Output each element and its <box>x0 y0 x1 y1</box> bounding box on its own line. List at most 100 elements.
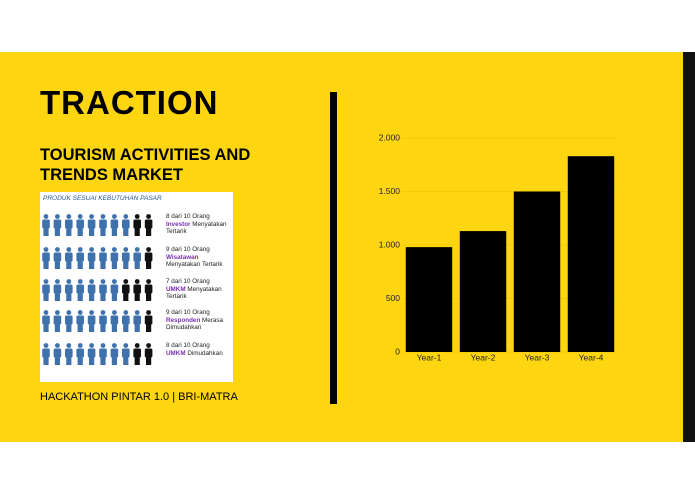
body <box>76 219 84 229</box>
head <box>134 279 140 284</box>
body <box>99 315 107 325</box>
legs <box>89 227 95 236</box>
head <box>123 310 129 315</box>
row-text: 8 dari 10 Orang UMKM Dimudahkan <box>166 342 232 357</box>
head <box>146 343 151 348</box>
head <box>100 343 106 348</box>
person-icon <box>87 247 96 269</box>
row-desc: Investor Menyatakan Tertarik <box>166 221 232 236</box>
head <box>77 214 83 219</box>
x-tick-label: Year-3 <box>525 352 550 362</box>
body <box>42 315 50 325</box>
person-icon <box>110 343 119 365</box>
head <box>43 310 49 315</box>
rest: Dimudahkan <box>187 349 223 357</box>
head <box>134 247 140 252</box>
head <box>100 247 106 252</box>
legs <box>100 356 106 365</box>
body <box>65 252 73 262</box>
count: 8 <box>166 342 170 349</box>
person-icon <box>110 247 119 269</box>
count: 9 <box>166 309 170 316</box>
legs <box>89 356 95 365</box>
legs <box>77 292 83 301</box>
total: 10 <box>183 213 191 220</box>
body <box>110 252 119 262</box>
y-tick-label: 0 <box>395 346 400 356</box>
person-icon <box>42 310 50 332</box>
body <box>133 348 141 358</box>
head <box>55 310 60 315</box>
legs <box>146 260 152 269</box>
subtitle: TRENDS MARKET <box>40 166 183 184</box>
person-icon <box>87 214 96 236</box>
y-tick-label: 500 <box>386 293 400 303</box>
rest: Menyatakan Tertarik <box>166 261 223 269</box>
person-icon <box>133 247 141 269</box>
person-icon <box>122 247 130 269</box>
body <box>144 348 153 358</box>
legs <box>66 227 72 236</box>
body <box>53 219 62 229</box>
row-text: 9 dari 10 Orang Responden Merasa Dimudahk… <box>166 309 232 332</box>
person-icon <box>76 247 84 269</box>
count: 9 <box>166 246 170 253</box>
legs <box>134 260 140 269</box>
legs <box>43 356 49 365</box>
head <box>134 310 140 315</box>
total: 10 <box>183 278 191 285</box>
person-icon <box>87 343 96 365</box>
body <box>65 284 73 294</box>
body <box>65 348 73 358</box>
person-icon <box>122 279 130 301</box>
person-icon <box>53 247 62 269</box>
body <box>99 252 107 262</box>
row-count-line: 9 dari 10 Orang <box>166 309 232 317</box>
head <box>112 214 117 219</box>
legs <box>146 292 152 301</box>
legs <box>100 292 106 301</box>
legs <box>123 227 129 236</box>
person-icon <box>53 214 62 236</box>
body <box>144 252 153 262</box>
body <box>110 219 119 229</box>
y-tick-label: 1.500 <box>379 186 401 196</box>
x-tick-label: Year-2 <box>471 352 496 362</box>
footer: HACKATHON PINTAR 1.0 | BRI-MATRA <box>40 391 238 403</box>
legs <box>66 323 72 332</box>
head <box>123 343 129 348</box>
head <box>89 343 94 348</box>
legs <box>134 292 140 301</box>
head <box>100 279 106 284</box>
person-icon <box>87 279 96 301</box>
legs <box>43 323 49 332</box>
body <box>76 252 84 262</box>
person-icon <box>144 214 153 236</box>
of: dari <box>171 246 182 253</box>
legs <box>146 227 152 236</box>
body <box>76 315 84 325</box>
legs <box>43 227 49 236</box>
unit: Orang <box>192 213 210 220</box>
count: 7 <box>166 278 170 285</box>
person-icon <box>110 310 119 332</box>
head <box>77 279 83 284</box>
legs <box>134 323 140 332</box>
row-count-line: 7 dari 10 Orang <box>166 278 232 286</box>
divider <box>330 92 337 404</box>
rest: Merasa Dimudahkan <box>166 316 224 332</box>
row-desc: Responden Merasa Dimudahkan <box>166 317 232 332</box>
legs <box>77 227 83 236</box>
body <box>110 348 119 358</box>
subtitle: TOURISM ACTIVITIES AND <box>40 146 251 164</box>
head <box>77 247 83 252</box>
unit: Orang <box>192 278 210 285</box>
highlight: Wisatawan <box>166 253 199 261</box>
of: dari <box>171 213 182 220</box>
body <box>133 219 141 229</box>
row-text: 9 dari 10 Orang Wisatawan Menyatakan Tert… <box>166 246 232 269</box>
person-icon <box>76 310 84 332</box>
row-count-line: 8 dari 10 Orang <box>166 342 232 350</box>
body <box>144 219 153 229</box>
row-count-line: 8 dari 10 Orang <box>166 213 232 221</box>
